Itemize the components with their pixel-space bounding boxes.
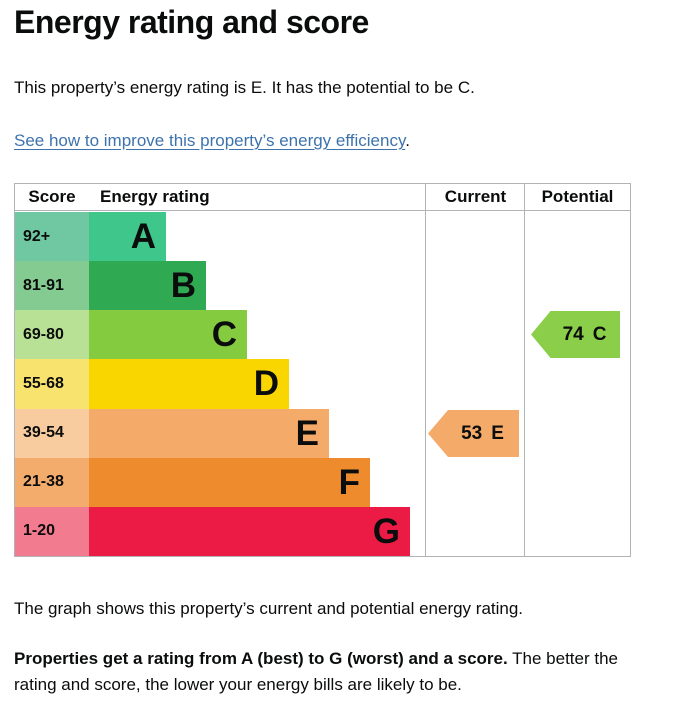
score-range-g: 1-20 <box>15 506 89 556</box>
current-rating-arrow: 53 E <box>428 410 519 457</box>
potential-score: 74 <box>562 323 584 345</box>
band-row-b: 81-91 B <box>15 261 630 311</box>
header-current: Current <box>444 187 507 206</box>
page-title: Energy rating and score <box>14 4 369 40</box>
rating-summary-text: This property’s energy rating is E. It h… <box>14 78 475 97</box>
improve-efficiency-link[interactable]: See how to improve this property’s energ… <box>14 131 406 150</box>
band-bar-e: E <box>89 408 329 458</box>
score-range-e: 39-54 <box>15 408 89 458</box>
header-potential: Potential <box>541 187 614 206</box>
band-row-e: 39-54 E <box>15 408 630 458</box>
band-row-f: 21-38 F <box>15 457 630 507</box>
band-bar-c: C <box>89 310 247 360</box>
rating-bands: 92+ A 81-91 B 69-80 C 55-68 D 39-54 E 21… <box>15 212 630 556</box>
footer-text: Properties get a rating from A (best) to… <box>14 646 646 698</box>
band-bar-a: A <box>89 212 166 262</box>
band-row-d: 55-68 D <box>15 359 630 409</box>
score-range-c: 69-80 <box>15 310 89 360</box>
potential-band: C <box>592 323 607 345</box>
band-bar-g: G <box>89 506 410 556</box>
band-bar-b: B <box>89 261 206 311</box>
header-energy-rating: Energy rating <box>100 187 210 206</box>
table-header-row: Score Energy rating Current Potential <box>15 184 630 211</box>
current-column-divider <box>425 184 426 556</box>
score-range-d: 55-68 <box>15 359 89 409</box>
band-row-a: 92+ A <box>15 212 630 262</box>
link-suffix: . <box>405 131 410 150</box>
footer-rest-sentence: The better the rating and score, the low… <box>14 649 618 694</box>
potential-column-divider <box>524 184 525 556</box>
score-range-f: 21-38 <box>15 457 89 507</box>
band-row-g: 1-20 G <box>15 506 630 556</box>
band-bar-f: F <box>89 457 370 507</box>
band-row-c: 69-80 C <box>15 310 630 360</box>
current-band: E <box>491 422 504 444</box>
improve-link-line: See how to improve this property’s energ… <box>14 131 674 151</box>
current-score: 53 <box>461 422 483 444</box>
score-range-a: 92+ <box>15 212 89 262</box>
header-score: Score <box>28 187 76 206</box>
potential-rating-arrow: 74 C <box>531 311 620 358</box>
footer-bold-sentence: Properties get a rating from A (best) to… <box>14 649 508 668</box>
epc-rating-table: Score Energy rating Current Potential 92… <box>14 183 631 557</box>
band-bar-d: D <box>89 359 289 409</box>
score-range-b: 81-91 <box>15 261 89 311</box>
graph-caption: The graph shows this property’s current … <box>14 599 524 618</box>
